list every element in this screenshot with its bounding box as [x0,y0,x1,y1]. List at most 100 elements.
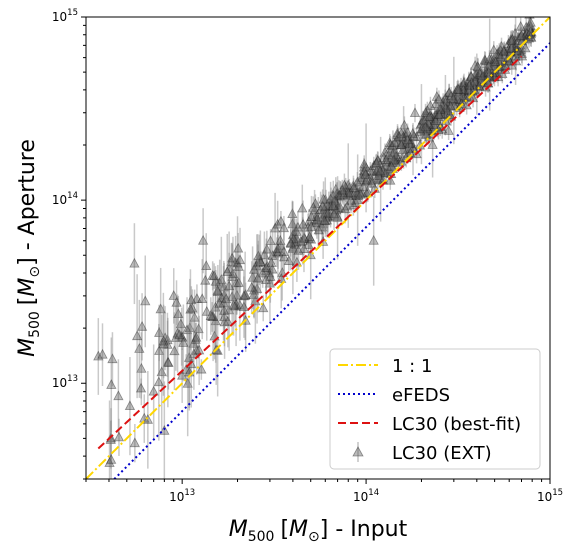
x-tick-label: 1015 [537,488,563,504]
scatter-point [325,205,336,228]
scatter-marker [474,67,485,78]
scatter-point [257,259,268,288]
scatter-point [205,297,216,335]
scatter-marker [337,188,348,199]
scatter-marker [227,268,239,278]
scatter-point [422,120,433,139]
scatter-marker [289,236,300,246]
scatter-marker [386,160,397,171]
scatter-marker [440,99,451,110]
scatter-marker [154,345,165,355]
scatter-marker [174,329,185,340]
scatter-point [506,34,517,54]
x-tick-label: 1013 [169,488,195,504]
scatter-point [320,208,331,234]
scatter-point [358,177,369,198]
scatter-marker [379,161,390,171]
scatter-marker [163,357,174,367]
scatter-marker [156,366,167,377]
scatter-marker [443,125,454,135]
scatter-point [325,191,336,217]
scatter-point [450,87,462,107]
scatter-marker [419,115,430,126]
scatter-marker [253,250,264,261]
scatter-marker [499,46,510,57]
scatter-point [521,18,532,37]
series-line-dotted [112,42,550,479]
scatter-marker [452,84,463,95]
scatter-point [390,143,401,162]
scatter-marker [158,338,169,349]
scatter-point [503,35,514,54]
scatter-point [419,122,431,141]
scatter-marker [226,252,238,263]
scatter-marker [330,204,342,215]
scatter-marker [288,228,300,239]
scatter-marker [408,130,420,141]
scatter-marker [325,198,336,209]
scatter-marker [197,293,208,304]
scatter-marker [210,301,221,312]
y-tick-label: 1014 [52,191,78,207]
scatter-marker [170,332,182,342]
scatter-point [252,234,263,293]
scatter-marker [287,208,298,218]
scatter-point [506,31,517,51]
scatter-point [303,209,315,235]
scatter-point [355,171,367,191]
scatter-point [435,102,446,121]
scatter-point [459,82,470,101]
scatter-marker [311,213,323,224]
scatter-point [401,134,412,153]
legend-label-lc30-fit: LC30 (best-fit) [392,414,521,435]
scatter-point [515,27,526,47]
scatter-point [278,223,290,281]
scatter-point [448,56,459,145]
scatter-marker [420,113,432,124]
scatter-marker [297,202,308,213]
scatter-point [266,242,277,284]
scatter-marker [402,126,413,137]
scatter-point [458,73,470,92]
scatter-point [430,110,441,129]
scatter-marker [456,90,467,100]
scatter-point [494,45,506,65]
scatter-point [417,119,429,139]
scatter-marker [521,21,532,32]
scatter-point [367,162,378,182]
scatter-point [456,86,467,106]
scatter-marker [303,239,314,249]
scatter-marker [365,172,376,183]
scatter-marker [504,55,515,65]
scatter-marker [232,242,244,253]
scatter-point [381,150,392,170]
scatter-marker [458,84,469,95]
scatter-marker [527,2,536,11]
scatter-point [269,192,281,265]
scatter-point [368,156,380,176]
scatter-marker [255,256,267,267]
scatter-marker [425,100,436,110]
scatter-point [272,237,284,261]
scatter-point [343,183,354,203]
scatter-marker [467,79,478,89]
scatter-marker [419,125,431,136]
scatter-marker [403,135,415,146]
scatter-point [321,196,332,230]
scatter-point [430,111,441,131]
scatter-marker [469,60,481,70]
scatter-marker [181,363,192,374]
scatter-marker [275,239,286,250]
scatter-marker [212,284,223,295]
scatter-marker [433,93,445,104]
scatter-marker [252,257,263,268]
scatter-point [251,254,263,324]
scatter-point [255,251,267,274]
scatter-marker [396,139,407,150]
scatter-marker [328,208,340,219]
scatter-point [452,81,463,100]
scatter-point [488,41,499,60]
scatter-point [321,203,333,238]
scatter-point [407,124,418,144]
